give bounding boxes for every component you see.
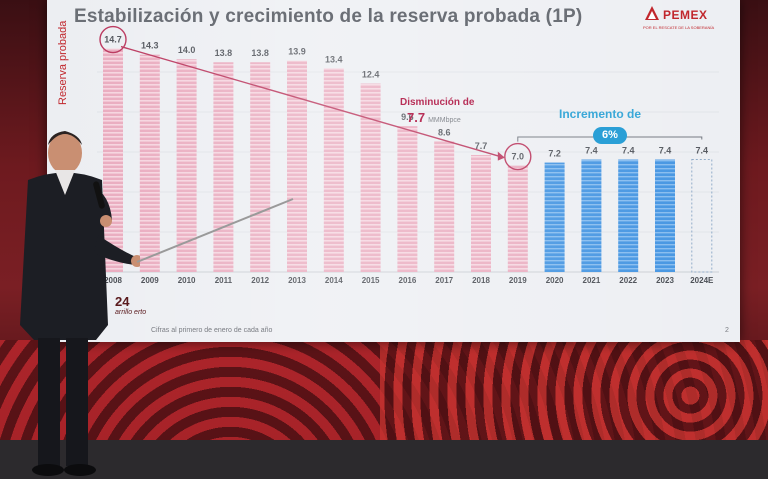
chart-data-label: 7.4 [696, 146, 709, 156]
chart-tick-label: 2018 [472, 276, 490, 285]
chart-bar [213, 62, 234, 272]
chart-data-label: 8.6 [438, 127, 451, 137]
pemex-tagline: POR EL RESCATE DE LA SOBERANÍA [643, 25, 715, 30]
pemex-flame-icon [645, 6, 659, 20]
chart-bar [176, 59, 197, 273]
chart-tick-label: 2011 [215, 276, 233, 285]
chart-tick-label: 2015 [362, 276, 380, 285]
chart-bar [360, 83, 381, 273]
chart-tick-label: 2019 [509, 276, 527, 285]
reserve-bar-chart: 14.7 2008 14.3 2009 14.0 2010 13.8 2011 13.8 2012… [97, 25, 719, 285]
chart-tick-label: 2012 [251, 276, 269, 285]
government-logo-text: arrillo erto [115, 309, 147, 316]
chart-tick-label: 2016 [399, 276, 417, 285]
chart-tick-label: 2021 [583, 276, 601, 285]
chart-data-label: 7.0 [512, 152, 525, 162]
chart-data-label: 13.8 [215, 48, 233, 58]
increase-badge: 6% [593, 127, 627, 144]
slide-page-number: 2 [725, 327, 729, 334]
chart-tick-label: 2017 [435, 276, 453, 285]
chart-tick-label: 2020 [546, 276, 564, 285]
chart-data-label: 13.9 [288, 47, 306, 57]
chart-bar [507, 165, 528, 272]
chart-bar [397, 126, 418, 272]
chart-tick-label: 2010 [178, 276, 196, 285]
decrease-label: Disminución de [400, 97, 475, 108]
chart-bar [471, 154, 491, 272]
chart-bar [287, 60, 307, 272]
chart-bar [544, 162, 565, 272]
decrease-value: 7.7 MMMbpce [407, 110, 461, 125]
pemex-wordmark: PEMEX [663, 8, 708, 22]
chart-data-label: 12.4 [362, 70, 380, 80]
government-logo-number: 24 [115, 294, 130, 309]
chart-bar [655, 159, 675, 272]
projection-screen: 14.7 2008 14.3 2009 14.0 2010 13.8 2011 13.8 2012… [47, 0, 740, 342]
chart-tick-label: 2024E [690, 276, 714, 285]
chart-data-label: 7.2 [548, 149, 561, 159]
chart-bar [323, 68, 344, 272]
chart-bar [691, 159, 713, 273]
chart-bar [581, 159, 602, 272]
chart-data-label: 14.7 [104, 35, 122, 45]
highlight-circle-start [99, 25, 127, 54]
increase-label: Incremento de [559, 107, 642, 121]
chart-tick-label: 2009 [141, 276, 159, 285]
chart-data-label: 7.4 [622, 146, 635, 156]
slide-footnote: Cifras al primero de enero de cada año [151, 327, 273, 334]
decrease-number: 7.7 [407, 110, 426, 125]
chart-bar [434, 141, 455, 272]
highlight-circle-end [504, 142, 532, 171]
chart-bar [618, 159, 639, 272]
chart-data-label: 13.4 [325, 54, 343, 64]
chart-data-label: 14.3 [141, 41, 159, 51]
trend-arrow-line [120, 45, 504, 159]
presenter-figure [20, 131, 140, 476]
government-logo: 24 arrillo erto [115, 294, 147, 318]
chart-data-label: 14.0 [178, 45, 196, 55]
chart-data-label: 7.4 [659, 146, 672, 156]
chart-tick-label: 2008 [104, 276, 122, 285]
pemex-logo: PEMEX POR EL RESCATE DE LA SOBERANÍA [643, 5, 733, 31]
chart-data-label: 7.7 [475, 141, 488, 151]
chart-data-label: 7.4 [585, 146, 598, 156]
chart-data-label: 9.6 [401, 112, 414, 122]
chart-tick-label: 2014 [325, 276, 343, 285]
chart-data-label: 13.8 [251, 48, 269, 58]
trend-arrow-head [497, 151, 505, 161]
stage-edge [0, 440, 768, 479]
chart-tick-label: 2023 [656, 276, 674, 285]
chart-tick-label: 2022 [619, 276, 637, 285]
chart-bar [250, 62, 271, 272]
chart-tick-label: 2013 [288, 276, 306, 285]
slide-title: Estabilización y crecimiento de la reser… [74, 6, 583, 27]
decrease-unit: MMMbpce [428, 117, 461, 124]
screen-glare [47, 0, 740, 342]
chart-bar [139, 54, 160, 272]
